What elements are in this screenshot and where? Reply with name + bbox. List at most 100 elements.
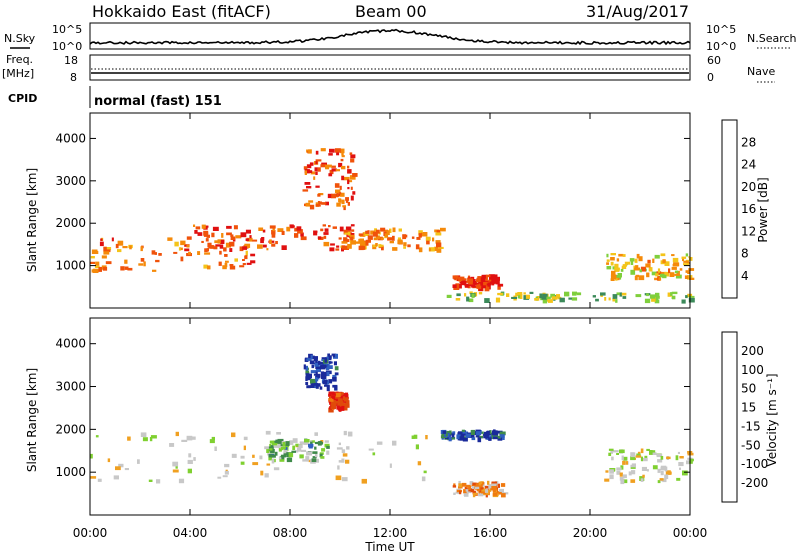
heatmap-cell: [333, 353, 338, 359]
heatmap-cell: [667, 292, 672, 297]
heatmap-cell: [684, 275, 689, 279]
heatmap-cell: [641, 457, 648, 462]
heatmap-cell: [664, 271, 670, 277]
xtick-label: 16:00: [473, 526, 508, 540]
heatmap-cell: [656, 295, 660, 299]
heatmap-cell: [336, 245, 340, 248]
colorbar-tick-label: 100: [741, 363, 764, 377]
heatmap-cell: [140, 432, 147, 437]
heatmap-cell: [619, 477, 624, 481]
heatmap-cell: [188, 251, 191, 255]
heatmap-cell: [323, 232, 329, 235]
heatmap-cell: [511, 296, 517, 299]
heatmap-cell: [674, 270, 679, 274]
heatmap-cell: [345, 226, 352, 231]
heatmap-cell: [305, 365, 308, 371]
freq-strip-frame: [89, 54, 691, 81]
heatmap-cell: [319, 453, 323, 458]
heatmap-cell: [470, 489, 475, 493]
heatmap-cell: [345, 392, 349, 398]
heatmap-cell: [330, 243, 335, 246]
heatmap-cell: [407, 244, 411, 248]
heatmap-cell: [614, 267, 620, 271]
heatmap-cell: [315, 204, 321, 207]
heatmap-cell: [181, 439, 188, 442]
heatmap-cell: [413, 434, 418, 439]
heatmap-cell: [478, 493, 484, 497]
heatmap-cell: [214, 446, 217, 451]
heatmap-cell: [95, 435, 99, 438]
heatmap-cell: [335, 248, 340, 251]
heatmap-cell: [303, 166, 308, 170]
heatmap-cell: [682, 256, 685, 262]
heatmap-cell: [305, 370, 310, 374]
heatmap-cell: [252, 239, 258, 242]
heatmap-cell: [622, 264, 627, 267]
heatmap-cell: [359, 241, 366, 246]
heatmap-cell: [306, 164, 312, 169]
heatmap-cell: [225, 242, 231, 248]
heatmap-cell: [321, 357, 326, 361]
heatmap-cell: [315, 185, 320, 188]
heatmap-cell: [336, 202, 341, 207]
heatmap-cell: [416, 237, 421, 240]
heatmap-cell: [611, 270, 616, 275]
heatmap-cell: [264, 473, 269, 478]
heatmap-cell: [452, 275, 459, 279]
heatmap-cell: [345, 199, 349, 203]
heatmap-cell: [167, 237, 173, 241]
heatmap-cell: [495, 297, 501, 303]
heatmap-cell: [304, 182, 311, 185]
heatmap-cell: [683, 260, 689, 263]
heatmap-cell: [259, 455, 263, 460]
heatmap-cell: [325, 201, 329, 206]
heatmap-cell: [329, 398, 334, 402]
heatmap-cell: [341, 199, 345, 205]
heatmap-cell: [365, 239, 371, 243]
heatmap-cell: [679, 268, 683, 271]
heatmap-cell: [337, 465, 340, 470]
colorbar-tick-label: 28: [741, 135, 756, 149]
heatmap-cell: [331, 165, 336, 168]
heatmap-cell: [667, 471, 672, 475]
heatmap-cell: [278, 447, 282, 452]
heatmap-cell: [679, 456, 684, 459]
heatmap-cell: [269, 444, 272, 449]
heatmap-cell: [129, 245, 132, 250]
nsky-label: N.Sky: [4, 32, 36, 45]
heatmap-cell: [461, 429, 465, 432]
heatmap-cell: [231, 432, 236, 438]
freq-label: Freq.: [6, 53, 33, 66]
heatmap-cell: [302, 459, 309, 462]
heatmap-cell: [206, 248, 209, 252]
heatmap-cell: [638, 275, 645, 281]
heatmap-cell: [658, 277, 662, 281]
date-label: 31/Aug/2017: [586, 2, 689, 21]
heatmap-cell: [506, 293, 510, 297]
heatmap-cell: [286, 447, 289, 451]
heatmap-cell: [315, 171, 318, 175]
heatmap-cell: [283, 449, 288, 454]
heatmap-cell: [127, 267, 133, 271]
heatmap-cell: [387, 237, 394, 241]
heatmap-cell: [425, 236, 431, 241]
heatmap-cell: [440, 227, 446, 232]
heatmap-cell: [328, 379, 333, 384]
heatmap-cell: [297, 229, 303, 234]
heatmap-cell: [314, 453, 318, 458]
heatmap-cell: [331, 168, 337, 172]
heatmap-cell: [492, 488, 496, 493]
ytick-label: 3000: [55, 380, 86, 394]
heatmap-cell: [203, 264, 208, 269]
heatmap-cell: [491, 283, 495, 286]
heatmap-cell: [335, 392, 341, 398]
heatmap-cell: [559, 297, 565, 303]
heatmap-cell: [624, 261, 631, 265]
heatmap-cell: [485, 493, 488, 498]
heatmap-cell: [305, 456, 310, 461]
heatmap-cell: [204, 252, 211, 255]
heatmap-cell: [315, 458, 319, 463]
heatmap-cell: [638, 256, 643, 262]
heatmap-cell: [311, 383, 316, 386]
heatmap-cell: [319, 452, 324, 455]
